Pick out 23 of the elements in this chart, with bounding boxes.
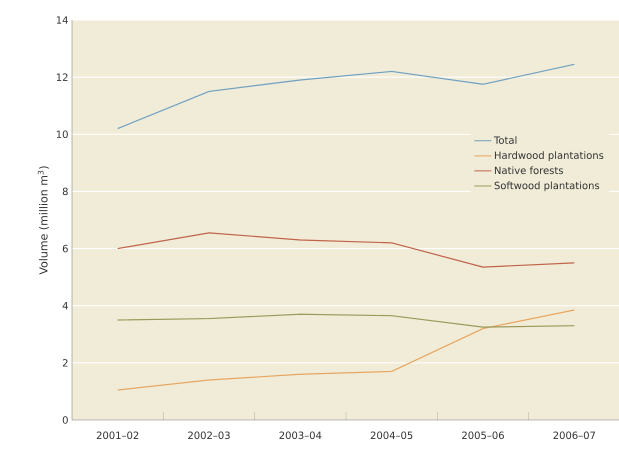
x-tick-label: 2006–07 [553,432,596,440]
line-series [117,232,575,268]
legend-label: Softwood plantations [494,181,600,192]
y-tick-label: 10 [56,130,68,138]
line-series [117,314,575,328]
y-axis-title: Volume (million m$^{3}$) [38,166,49,275]
legend-label: Hardwood plantations [494,151,604,161]
x-tick-label: 2003–04 [279,432,322,440]
y-tick-label: 4 [62,302,68,310]
x-tick-label: 2005–06 [462,432,504,440]
line-series [117,309,575,391]
x-tick-label: 2001–02 [96,432,138,440]
y-tick-label: 0 [62,416,68,424]
x-tick-label: 2004–05 [370,432,412,440]
line-series [117,64,575,130]
y-tick-label: 12 [56,73,68,81]
y-tick-label: 6 [62,244,68,252]
legend-label: Total [494,136,516,144]
y-tick-label: 2 [62,359,68,367]
y-tick-label: 14 [56,16,68,24]
legend-label: Native forests [494,166,564,174]
x-tick-label: 2002–03 [188,432,230,440]
y-tick-label: 8 [62,188,68,196]
